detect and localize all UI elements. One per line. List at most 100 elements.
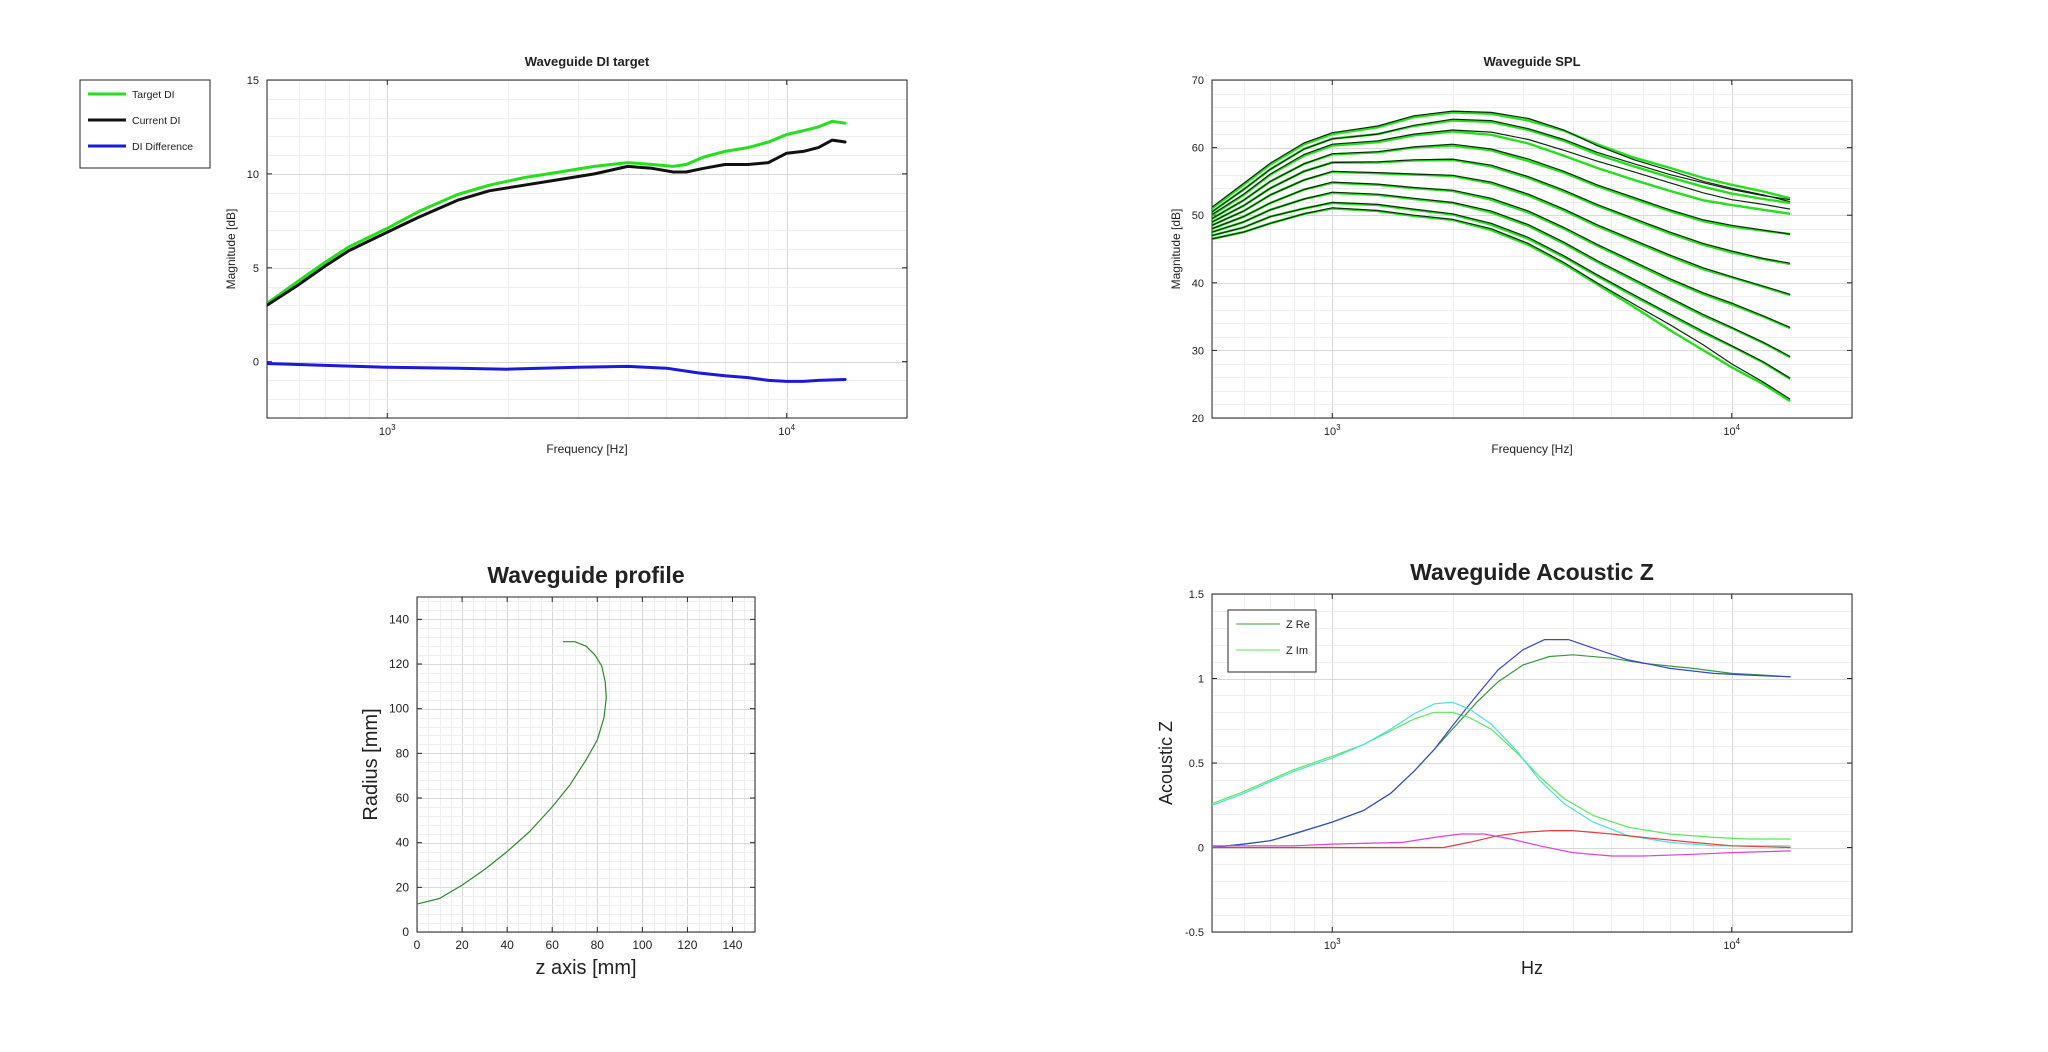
series-line: [1212, 701, 1791, 847]
chart-acz: -0.5 0 0.5 1 1.5 103 104 Waveguide Acoustic Z Hz…: [1156, 559, 1853, 978]
plot-area: [1211, 79, 1853, 419]
axes-box: [416, 596, 756, 933]
legend-item: Target DI: [88, 89, 175, 101]
x-tick-label: 104: [778, 423, 795, 438]
y-tick-label: 40: [396, 836, 410, 850]
legend-item: Z Im: [1236, 645, 1308, 657]
series-line: [1212, 639, 1791, 849]
grid: [417, 597, 756, 933]
x-tick-base: 10: [1723, 426, 1735, 438]
y-tick-label: 5: [253, 263, 259, 275]
y-tick-label: -0.5: [1185, 927, 1204, 939]
x-tick-label: 80: [591, 938, 605, 952]
y-tick-label: 40: [1192, 278, 1204, 290]
legend: Target DI Current DI DI Difference: [79, 79, 211, 169]
x-tick-label: 0: [414, 938, 421, 952]
x-tick-label: 103: [1324, 937, 1341, 952]
series-group: [1212, 110, 1791, 403]
series-line: [267, 138, 847, 307]
spl-current-line: [1212, 110, 1791, 208]
y-tick-label: 0: [253, 357, 259, 369]
chart-title: Waveguide Acoustic Z: [1410, 559, 1654, 585]
x-tick-base: 10: [1324, 426, 1336, 438]
y-tick-label: 100: [389, 702, 409, 716]
y-axis-label: Magnitude [dB]: [1169, 209, 1183, 290]
spl-current-line: [1212, 158, 1791, 264]
series-line: [1212, 830, 1791, 849]
x-tick-label: 100: [632, 938, 652, 952]
y-tick-label: 20: [396, 880, 410, 894]
x-tick-exponent: 3: [1336, 937, 1341, 946]
chart-title: Waveguide profile: [487, 562, 684, 588]
legend-label: DI Difference: [132, 141, 193, 153]
y-tick-label: 10: [247, 169, 259, 181]
spl-current-line: [1212, 118, 1791, 213]
series-group: [417, 641, 607, 905]
x-tick-exponent: 4: [791, 423, 796, 432]
x-tick-label: 140: [722, 938, 742, 952]
y-tick-label: 30: [1192, 345, 1204, 357]
x-tick-label: 103: [379, 423, 396, 438]
y-tick-label: 0.5: [1189, 758, 1204, 770]
y-axis-label: Acoustic Z: [1156, 721, 1176, 805]
spl-current-line: [1212, 201, 1791, 379]
chart-profile: 0 20 40 60 80 100 120 140 0 20 40 60 80 100 120 140 Wave…: [360, 562, 756, 979]
x-tick-label: 104: [1723, 423, 1740, 438]
legend: Z Re Z Im: [1227, 609, 1317, 673]
legend-box: [1227, 609, 1317, 673]
spl-target-line: [1212, 130, 1791, 217]
spl-current-line: [1212, 129, 1791, 216]
y-tick-label: 120: [389, 657, 409, 671]
spl-current-line: [1212, 170, 1791, 295]
x-axis-label: Frequency [Hz]: [1491, 442, 1572, 456]
x-tick-label: 104: [1723, 937, 1740, 952]
y-tick-label: 60: [1192, 143, 1204, 155]
y-tick-label: 50: [1192, 210, 1204, 222]
series-line: [417, 641, 607, 905]
y-tick-label: 140: [389, 612, 409, 626]
spl-current-line: [1212, 191, 1791, 358]
series-line: [1212, 711, 1791, 840]
spl-current-line: [1212, 143, 1791, 235]
y-tick-label: 0: [402, 925, 409, 939]
y-tick-label: 15: [247, 75, 259, 87]
series-line: [1212, 833, 1791, 857]
x-axis-label: z axis [mm]: [535, 957, 636, 979]
y-tick-label: 60: [396, 791, 410, 805]
spl-current-line: [1212, 207, 1791, 400]
chart-title: Waveguide SPL: [1483, 54, 1580, 69]
series-group: [1212, 639, 1791, 857]
series-line: [267, 119, 847, 305]
legend-item: Current DI: [88, 115, 180, 127]
y-tick-label: 0: [1198, 843, 1204, 855]
spl-current-line: [1212, 181, 1791, 328]
x-tick-label: 60: [546, 938, 560, 952]
legend-label: Z Re: [1286, 619, 1310, 631]
axes-box: [266, 79, 908, 419]
x-axis-label: Hz: [1521, 958, 1543, 978]
y-axis-label: Radius [mm]: [360, 708, 382, 820]
legend-label: Target DI: [132, 89, 175, 101]
series-line: [267, 362, 847, 383]
spl-target-line: [1212, 111, 1791, 210]
x-tick-base: 10: [1324, 940, 1336, 952]
series-group: [267, 119, 847, 383]
legend-item: Z Re: [1236, 619, 1310, 631]
x-tick-exponent: 3: [391, 423, 396, 432]
legend-label: Z Im: [1286, 645, 1308, 657]
y-tick-label: 1.5: [1189, 589, 1204, 601]
legend-label: Current DI: [132, 115, 180, 127]
x-tick-base: 10: [778, 426, 790, 438]
x-tick-label: 103: [1324, 423, 1341, 438]
x-tick-label: 120: [677, 938, 697, 952]
y-tick-label: 1: [1198, 674, 1204, 686]
x-tick-exponent: 4: [1736, 423, 1741, 432]
x-tick-exponent: 3: [1336, 423, 1341, 432]
x-tick-label: 20: [455, 938, 469, 952]
axes-box: [1211, 79, 1853, 419]
x-axis-label: Frequency [Hz]: [546, 442, 627, 456]
